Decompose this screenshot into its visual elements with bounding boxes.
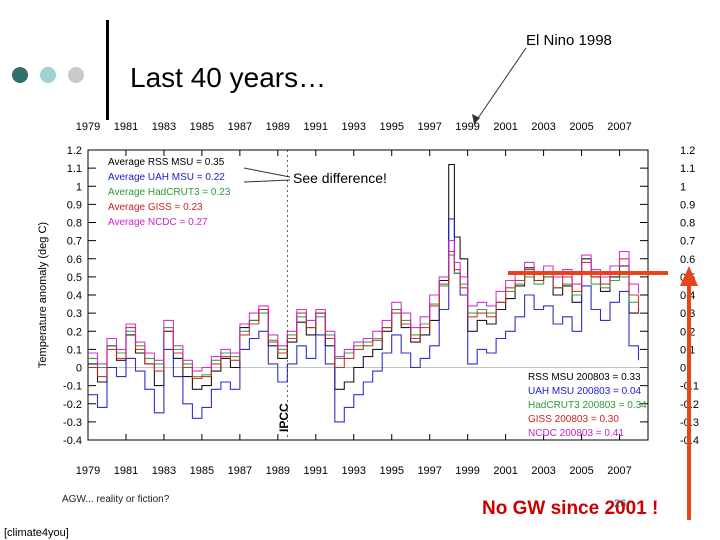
footer-left-text: AGW... reality or fiction?	[62, 494, 170, 505]
x-tick-label-top: 2001	[493, 121, 517, 133]
y-tick-label-right: 0.8	[680, 218, 695, 230]
y-tick-label-left: -0.3	[63, 417, 82, 429]
upward-red-arrowhead	[680, 266, 698, 286]
y-tick-label-right: 0.7	[680, 236, 695, 248]
x-tick-label-bottom: 1999	[455, 465, 479, 477]
elnino-pointer-arrowhead	[472, 114, 480, 124]
legend-bottom-entry: UAH MSU 200803 = 0.04	[528, 386, 642, 397]
y-tick-label-right: 0.9	[680, 199, 695, 211]
y-tick-label-left: 0.9	[67, 199, 82, 211]
legend-top-entry: Average GISS = 0.23	[108, 202, 203, 213]
x-tick-label-bottom: 2003	[531, 465, 555, 477]
x-tick-label-top: 2007	[607, 121, 631, 133]
x-tick-label-top: 2005	[569, 121, 593, 133]
x-tick-label-bottom: 1995	[379, 465, 403, 477]
y-tick-label-left: -0.1	[63, 381, 82, 393]
x-tick-label-top: 1989	[266, 121, 290, 133]
see-difference-arrow-lower	[243, 179, 291, 183]
legend-bottom-entry: GISS 200803 = 0.30	[528, 414, 619, 425]
y-tick-label-right: 1.2	[680, 145, 695, 157]
source-credit: [climate4you]	[4, 527, 69, 539]
y-tick-label-left: 0.5	[67, 272, 82, 284]
x-tick-label-bottom: 1997	[417, 465, 441, 477]
legend-bottom-entry: NCDC 200803 = 0.41	[528, 428, 624, 439]
bullet-dot-2	[40, 67, 56, 83]
legend-bottom-entry: RSS MSU 200803 = 0.33	[528, 372, 641, 383]
y-tick-label-right: 1.1	[680, 163, 695, 175]
x-tick-label-top: 1991	[304, 121, 328, 133]
x-tick-label-top: 2003	[531, 121, 555, 133]
slide-bullet-dots	[12, 64, 102, 86]
no-gw-annotation: No GW since 2001 !	[482, 498, 659, 519]
x-tick-label-top: 1997	[417, 121, 441, 133]
y-tick-label-right: 0	[680, 363, 686, 375]
series-line-uah-msu	[88, 218, 640, 423]
slide-title: Last 40 years…	[130, 62, 327, 93]
legend-top-entry: Average RSS MSU = 0.35	[108, 157, 225, 168]
x-tick-label-bottom: 2001	[493, 465, 517, 477]
y-tick-label-left: 0.7	[67, 236, 82, 248]
x-tick-label-bottom: 1991	[304, 465, 328, 477]
title-divider-bar	[106, 20, 109, 120]
x-tick-label-top: 1979	[76, 121, 100, 133]
y-tick-label-left: 0.1	[67, 344, 82, 356]
legend-top-entry: Average HadCRUT3 = 0.23	[108, 187, 231, 198]
x-tick-label-top: 1981	[114, 121, 138, 133]
y-tick-label-right: 1	[680, 181, 686, 193]
y-tick-label-left: 1.1	[67, 163, 82, 175]
y-tick-label-left: 0.3	[67, 308, 82, 320]
y-tick-label-left: 0.2	[67, 326, 82, 338]
y-tick-label-left: 0	[76, 363, 82, 375]
page-number: 26	[614, 498, 627, 510]
bullet-dot-3	[68, 67, 84, 83]
y-tick-label-left: -0.2	[63, 399, 82, 411]
x-tick-label-bottom: 1985	[190, 465, 214, 477]
legend-bottom-entry: HadCRUT3 200803 = 0.34	[528, 400, 647, 411]
see-difference-arrow-upper	[243, 167, 291, 178]
y-tick-label-left: 0.4	[67, 290, 82, 302]
x-tick-label-bottom: 1993	[342, 465, 366, 477]
x-tick-label-bottom: 2005	[569, 465, 593, 477]
legend-top-entry: Average NCDC = 0.27	[108, 217, 208, 228]
x-tick-label-top: 1993	[342, 121, 366, 133]
y-tick-label-left: 0.8	[67, 218, 82, 230]
x-tick-label-bottom: 1989	[266, 465, 290, 477]
x-tick-label-bottom: 1979	[76, 465, 100, 477]
y-tick-label-left: 1.2	[67, 145, 82, 157]
x-tick-label-top: 1983	[152, 121, 176, 133]
y-tick-label-left: 0.6	[67, 254, 82, 266]
x-tick-label-bottom: 1987	[228, 465, 252, 477]
see-difference-annotation: See difference!	[293, 170, 387, 186]
x-tick-label-bottom: 2007	[607, 465, 631, 477]
elnino-annotation: El Nino 1998	[526, 32, 612, 49]
y-axis-label: Temperature anomaly (deg C)	[37, 222, 49, 368]
series-line-ncdc	[88, 240, 640, 372]
ipcc-label: IPCC	[277, 403, 291, 432]
elnino-pointer-line	[473, 47, 527, 125]
x-tick-label-top: 1985	[190, 121, 214, 133]
y-tick-label-left: 1	[76, 181, 82, 193]
x-tick-label-top: 1999	[455, 121, 479, 133]
y-tick-label-left: -0.4	[63, 435, 82, 447]
bullet-dot-1	[12, 67, 28, 83]
x-tick-label-bottom: 1981	[114, 465, 138, 477]
x-tick-label-bottom: 1983	[152, 465, 176, 477]
x-tick-label-top: 1995	[379, 121, 403, 133]
legend-top-entry: Average UAH MSU = 0.22	[108, 172, 225, 183]
y-tick-label-right: 0.6	[680, 254, 695, 266]
x-tick-label-top: 1987	[228, 121, 252, 133]
